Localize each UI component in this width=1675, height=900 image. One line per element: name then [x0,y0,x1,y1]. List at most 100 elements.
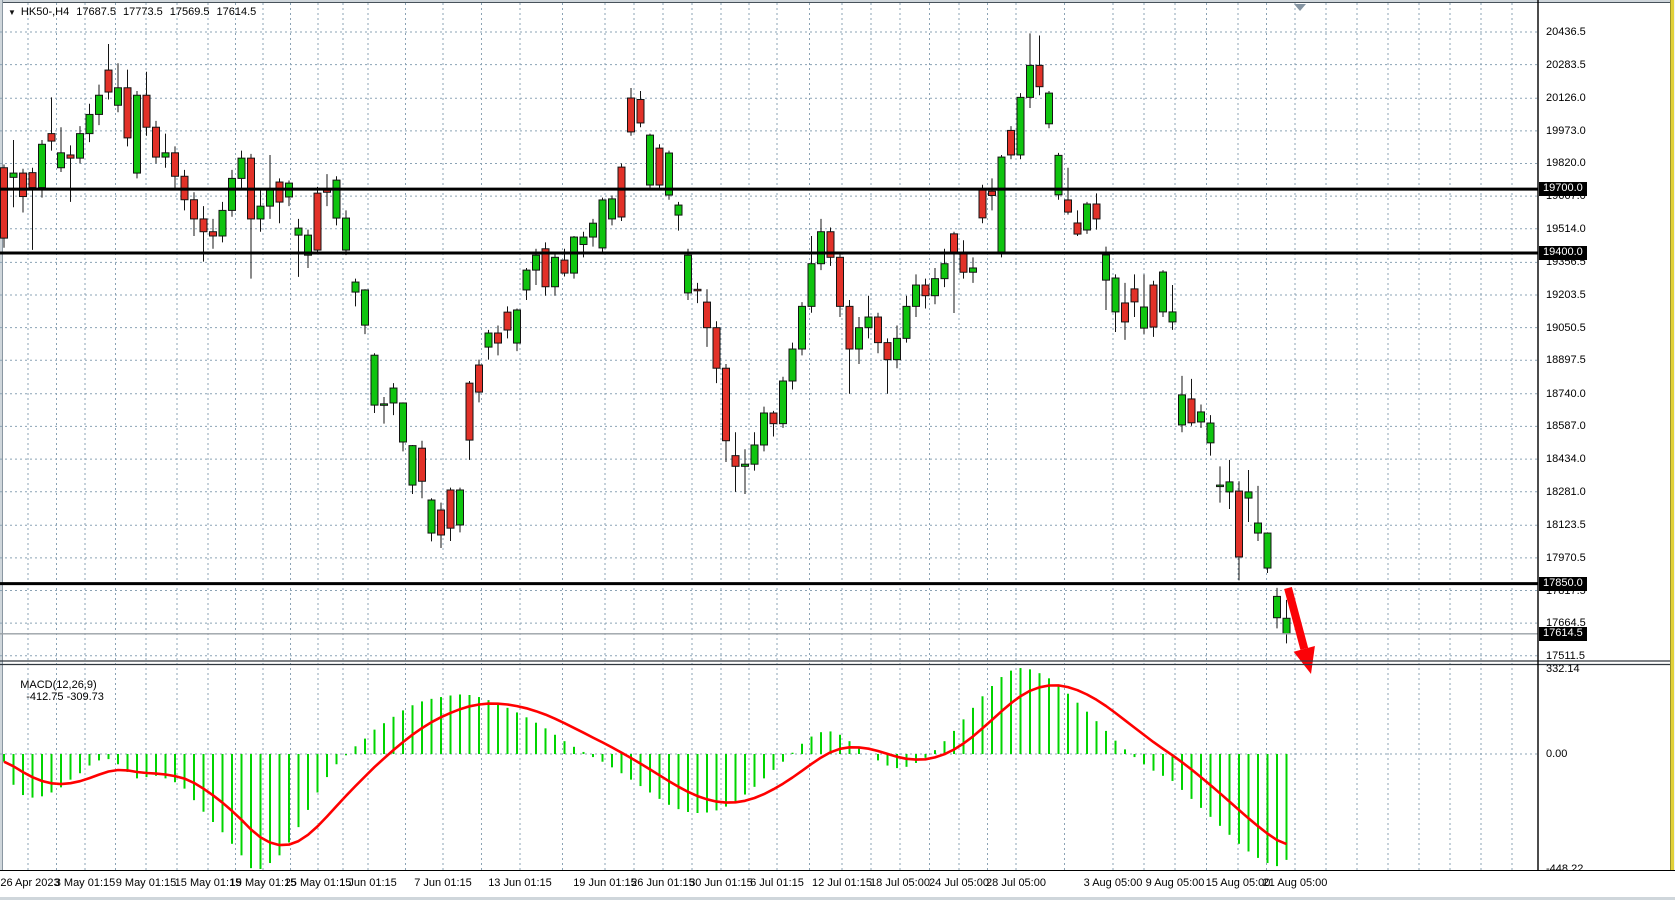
bull-candle [1102,254,1110,281]
time-tick-label: 1 Jun 01:15 [339,877,397,889]
time-tick-label: 9 May 01:15 [115,877,177,889]
bear-candle [446,489,455,529]
time-tick-label: 30 Jun 01:15 [689,877,753,889]
bear-candle [209,231,217,237]
macd-axis-max-label: 332.14 [1546,662,1580,675]
bear-candle [826,231,835,258]
bull-candle [1244,491,1253,499]
time-tick-label: 13 Jun 01:15 [488,877,552,889]
window-frame-top [0,0,1675,2]
price-tag: 17614.5 [1539,626,1587,641]
bull-candle [456,489,464,526]
bull-candle [864,316,873,329]
bear-candle [66,154,75,159]
bear-candle [475,364,483,393]
bull-candle [684,254,692,294]
chart-title: ▼ HK50-,H4 17687.5 17773.5 17569.5 17614… [8,5,256,19]
symbol-dropdown-icon[interactable]: ▼ [8,7,16,17]
price-tag: 19700.0 [1539,182,1587,197]
bull-candle [750,444,759,465]
bull-candle [940,263,949,280]
bear-candle [1149,284,1158,328]
time-tick-label: 9 Aug 05:00 [1145,877,1205,889]
bar-low-value: 17569.5 [169,6,210,18]
bull-candle [1168,311,1177,323]
bull-candle [38,143,46,189]
bear-candle [950,233,958,254]
price-tick-label: 17664.5 [1546,617,1586,630]
bear-candle [104,69,113,93]
bear-candle [1235,490,1243,558]
bear-candle [921,284,930,297]
bear-candle [560,259,569,274]
macd-signal-line [3,684,1288,847]
bull-candle [237,157,246,179]
window-frame-bottom [0,896,1675,900]
chart-shift-marker[interactable] [1294,4,1306,11]
bull-candle [589,222,597,238]
bull-candle [532,254,540,271]
bear-candle [152,126,160,158]
time-tick-label: 26 Apr 2023 [0,877,60,889]
bull-candle [389,387,398,404]
bear-candle [275,181,284,203]
arrow-shaft [1284,586,1309,650]
time-tick-label: 19 May 01:15 [229,877,297,889]
bull-candle [380,403,388,406]
price-tick-label: 18434.0 [1546,453,1586,466]
bull-candle [551,256,559,288]
time-tick-label: 3 May 01:15 [54,877,116,889]
time-tick-label: 24 Jul 05:00 [929,877,989,889]
bear-candle [418,447,426,482]
bear-candle [617,166,626,218]
bull-candle [114,87,122,106]
bull-candle [85,113,94,135]
macd-values-label: -412.75 -309.73 [26,691,104,703]
bar-close-value: 17614.5 [216,6,257,18]
bull-candle [798,305,806,350]
price-tick-label: 20126.0 [1546,92,1586,105]
bull-candle [1206,422,1215,444]
bull-candle [266,188,274,207]
bull-candle [646,134,654,186]
bull-candle [1282,617,1291,635]
bear-candle [703,301,711,329]
price-tick-label: 20283.5 [1546,58,1586,71]
price-axis[interactable]: 20436.5 20283.5 20126.0 19973.0 19820.0 19667… [1539,0,1671,875]
bull-candle [342,217,350,251]
bull-candle [161,152,170,158]
time-axis[interactable]: 26 Apr 2023 3 May 01:15 9 May 01:15 15 May … [0,870,1675,897]
bear-candle [731,455,740,467]
bull-candle [779,380,787,425]
trend-arrow-annotation[interactable] [1284,586,1315,674]
bull-candle [95,94,103,115]
candlestick-series [0,33,1291,644]
bull-candle [912,284,920,307]
bear-candle [836,256,844,307]
bull-candle [969,267,977,273]
bull-candle [741,463,749,467]
bear-candle [503,311,512,331]
bar-high-value: 17773.5 [122,6,163,18]
bull-candle [228,177,236,211]
bull-candle [1159,271,1167,313]
bull-candle [361,289,369,326]
bear-candle [437,509,445,536]
window-frame-left [0,0,2,900]
bear-candle [47,133,56,142]
bear-candle [28,172,37,189]
window-frame-right-line [1670,0,1671,900]
symbol-period-label: HK50-,H4 [20,6,70,18]
bull-candle [598,199,607,249]
bear-candle [627,97,635,133]
bull-candle [1263,532,1272,569]
bear-candle [1007,129,1015,156]
bull-candle [570,236,578,274]
bear-candle [313,192,322,251]
bear-candle [1187,398,1196,424]
bull-candle [1225,481,1234,493]
bull-candle [1054,154,1063,196]
price-tick-label: 18897.5 [1546,354,1586,367]
price-tick-label: 18740.0 [1546,387,1586,400]
